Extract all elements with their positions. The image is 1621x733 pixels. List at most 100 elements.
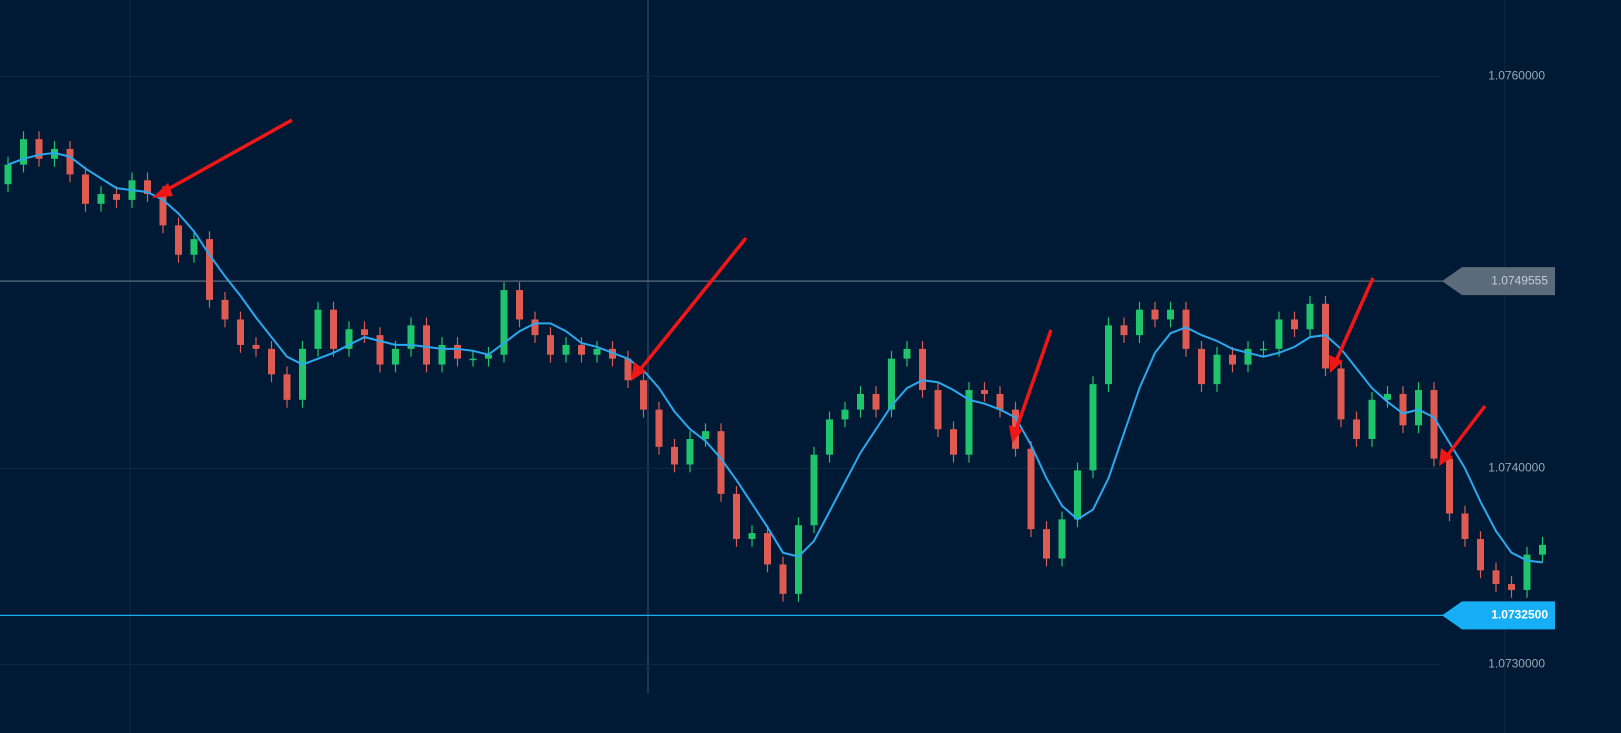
candle-body: [1120, 325, 1128, 336]
arrow: [1014, 329, 1053, 431]
candle-body: [1291, 319, 1298, 330]
candle-body: [1043, 529, 1050, 559]
price-tag: [1442, 267, 1555, 296]
candle-body: [1244, 348, 1252, 365]
arrow-head: [1009, 425, 1023, 443]
candle-body: [20, 139, 27, 165]
candle-body: [159, 194, 167, 226]
candle-body: [1477, 538, 1484, 571]
candle-body: [733, 493, 740, 539]
candle-body: [857, 393, 864, 410]
price-tag: [1442, 601, 1555, 630]
candle-body: [314, 309, 322, 349]
arrow: [1445, 404, 1487, 458]
candle-body: [872, 393, 880, 410]
candle-body: [1167, 309, 1174, 320]
candle-body: [1523, 554, 1531, 590]
arrow-head: [1439, 448, 1453, 466]
arrow: [637, 236, 748, 373]
candle-body: [562, 344, 570, 355]
candle-body: [950, 429, 957, 455]
candle-body: [1384, 393, 1391, 400]
y-tick-label: 1.0730000: [1488, 657, 1545, 671]
candle-body: [1306, 303, 1314, 330]
candle-body: [221, 299, 229, 320]
candle-body: [764, 533, 771, 565]
y-tick-label: 1.0740000: [1488, 461, 1545, 475]
candle-body: [1213, 354, 1221, 385]
candle-body: [1027, 448, 1035, 530]
candle-body: [779, 564, 787, 594]
candle-body: [485, 354, 492, 359]
candle-body: [1151, 309, 1159, 320]
candle-body: [1446, 458, 1453, 514]
candle-body: [345, 329, 353, 349]
arrow-head: [1329, 355, 1343, 373]
candle-body: [717, 431, 725, 494]
candle-body: [1058, 519, 1066, 559]
candle-body: [1415, 390, 1422, 426]
candle-body: [702, 431, 709, 440]
candle-body: [438, 344, 446, 365]
arrow-head: [631, 362, 646, 381]
candle-body: [934, 390, 942, 430]
candle-body: [113, 194, 120, 200]
candle-body: [82, 174, 89, 204]
price-axis: 1.0760000 1.0740000 1.0730000 1.0749555 1.07…: [1442, 69, 1555, 671]
candle-body: [407, 325, 415, 349]
arrow-head: [152, 183, 173, 198]
candle-body: [640, 380, 647, 410]
moving-average-line: [7, 151, 1543, 564]
candle-body: [500, 290, 508, 355]
candle-body: [516, 290, 523, 320]
candle-body: [268, 348, 275, 375]
candle-body: [1074, 470, 1081, 520]
candle-body: [578, 344, 585, 355]
candle-body: [547, 335, 554, 355]
price-tag-label: 1.0749555: [1491, 273, 1548, 287]
candle-body: [392, 348, 399, 365]
candle-body: [1461, 513, 1469, 539]
candle-body: [283, 374, 291, 400]
candle-body: [1508, 584, 1515, 590]
candle-body: [469, 358, 477, 361]
candle-body: [996, 393, 1004, 410]
y-tick-label: 1.0760000: [1488, 69, 1545, 83]
candle-body: [1198, 348, 1205, 385]
moving-average: [7, 151, 1543, 564]
candle-body: [841, 409, 849, 420]
candle-body: [1337, 368, 1345, 420]
candle-body: [593, 348, 601, 355]
arrow: [1334, 277, 1375, 362]
candle-body: [35, 139, 43, 159]
candle-body: [1089, 384, 1097, 471]
candle-body: [826, 419, 833, 455]
candle-body: [965, 390, 973, 455]
candle-body: [1182, 309, 1190, 349]
candle-body: [888, 358, 895, 410]
candle-body: [903, 348, 911, 359]
candle-body: [206, 239, 213, 300]
candle-body: [1353, 419, 1360, 440]
candle-body: [97, 194, 105, 204]
candle-body: [1430, 390, 1438, 459]
candle-body: [671, 446, 678, 465]
candle-body: [237, 319, 244, 345]
candle-body: [1105, 325, 1112, 385]
candle-body: [1136, 309, 1143, 336]
candle-body: [981, 390, 988, 394]
candle-body: [175, 225, 182, 255]
candle-body: [1260, 348, 1267, 351]
price-tag-label: 1.0732500: [1491, 608, 1548, 622]
arrows: [152, 118, 1487, 466]
candle-body: [144, 180, 151, 195]
candle-body: [454, 344, 461, 359]
candle-body: [330, 309, 337, 349]
arrow: [162, 118, 293, 194]
candle-body: [376, 335, 384, 365]
candle-body: [66, 148, 74, 175]
candle-body: [252, 344, 260, 349]
price-lines: [0, 280, 1445, 617]
